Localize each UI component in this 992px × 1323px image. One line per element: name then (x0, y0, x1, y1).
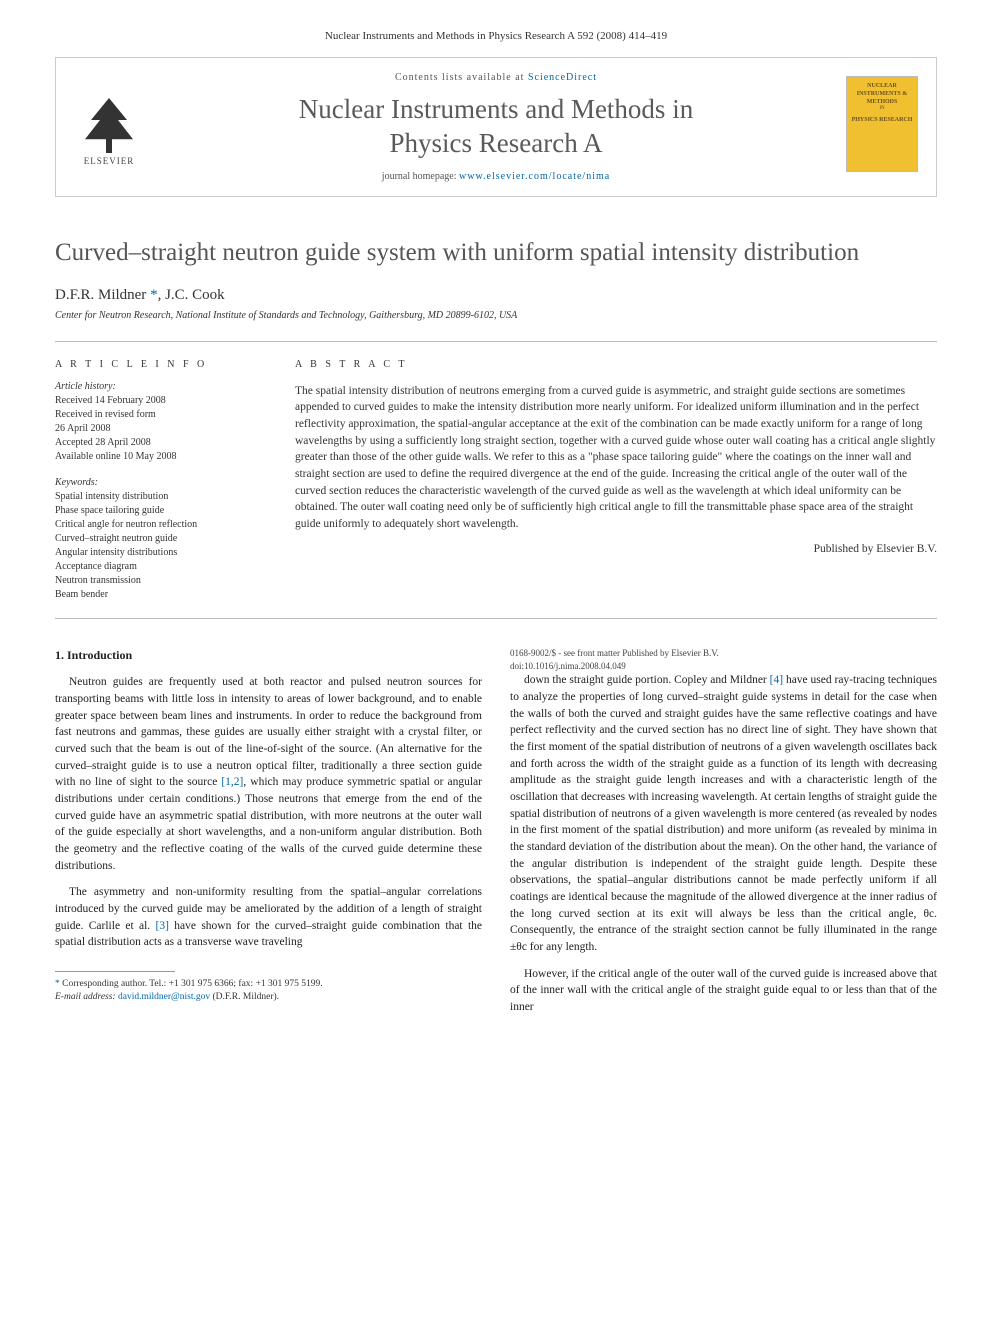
cover-line2: IN (851, 106, 913, 113)
cover-line1: NUCLEAR INSTRUMENTS & METHODS (851, 83, 913, 106)
journal-title-line2: Physics Research A (390, 128, 603, 158)
homepage-prefix: journal homepage: (382, 171, 459, 182)
authors: D.F.R. Mildner *, J.C. Cook (55, 287, 937, 304)
abstract-block: A B S T R A C T The spatial intensity di… (295, 358, 937, 602)
body-text: have used ray-tracing techniques to anal… (510, 674, 937, 953)
published-by: Published by Elsevier B.V. (295, 541, 937, 558)
keyword: Curved–straight neutron guide (55, 532, 265, 546)
article-info-block: A R T I C L E I N F O Article history: R… (55, 358, 265, 602)
journal-cover-thumbnail: NUCLEAR INSTRUMENTS & METHODS IN PHYSICS… (846, 76, 918, 172)
body-text: Neutron guides are frequently used at bo… (55, 676, 482, 788)
history-label: Article history: (55, 380, 265, 394)
email-label: E-mail address: (55, 992, 118, 1002)
keyword: Critical angle for neutron reflection (55, 518, 265, 532)
body-paragraph: The asymmetry and non-uniformity resulti… (55, 884, 482, 951)
keyword: Spatial intensity distribution (55, 490, 265, 504)
revised-line1: Received in revised form (55, 408, 265, 422)
received-date: Received 14 February 2008 (55, 394, 265, 408)
corresponding-author-note: * Corresponding author. Tel.: +1 301 975… (55, 978, 482, 991)
body-paragraph: Neutron guides are frequently used at bo… (55, 674, 482, 874)
journal-title-line1: Nuclear Instruments and Methods in (299, 94, 693, 124)
article-info-heading: A R T I C L E I N F O (55, 358, 265, 372)
body-text: , which may produce symmetric spatial or… (55, 776, 482, 871)
article-body: 1. Introduction Neutron guides are frequ… (55, 647, 937, 1021)
sciencedirect-link[interactable]: ScienceDirect (528, 72, 597, 83)
contents-prefix: Contents lists available at (395, 72, 528, 83)
reference-link[interactable]: [3] (156, 920, 169, 932)
doi-line: doi:10.1016/j.nima.2008.04.049 (510, 660, 937, 673)
running-header: Nuclear Instruments and Methods in Physi… (55, 30, 937, 42)
email-link[interactable]: david.mildner@nist.gov (118, 992, 210, 1002)
elsevier-tree-icon (79, 98, 139, 153)
author-list: D.F.R. Mildner *, J.C. Cook (55, 287, 225, 303)
elsevier-logo: ELSEVIER (74, 86, 144, 166)
journal-banner: ELSEVIER Contents lists available at Sci… (55, 57, 937, 197)
section-heading: 1. Introduction (55, 647, 482, 664)
keyword: Acceptance diagram (55, 560, 265, 574)
body-paragraph: However, if the critical angle of the ou… (510, 966, 937, 1016)
cover-line3: PHYSICS RESEARCH (851, 117, 913, 125)
reference-link[interactable]: [4] (770, 674, 783, 686)
elsevier-label: ELSEVIER (84, 156, 135, 166)
email-line: E-mail address: david.mildner@nist.gov (… (55, 991, 482, 1004)
article-title: Curved–straight neutron guide system wit… (55, 237, 937, 270)
email-suffix: (D.F.R. Mildner). (210, 992, 279, 1002)
online-date: Available online 10 May 2008 (55, 450, 265, 464)
affiliation: Center for Neutron Research, National In… (55, 310, 937, 321)
body-text: However, if the critical angle of the ou… (510, 968, 937, 1013)
accepted-date: Accepted 28 April 2008 (55, 436, 265, 450)
body-text: down the straight guide portion. Copley … (524, 674, 770, 686)
body-paragraph: down the straight guide portion. Copley … (510, 672, 937, 955)
reference-link[interactable]: [1,2] (221, 776, 243, 788)
keyword: Phase space tailoring guide (55, 504, 265, 518)
keyword: Angular intensity distributions (55, 546, 265, 560)
article-meta-section: A R T I C L E I N F O Article history: R… (55, 341, 937, 619)
revised-line2: 26 April 2008 (55, 422, 265, 436)
bottom-meta: 0168-9002/$ - see front matter Published… (510, 647, 937, 672)
homepage-link[interactable]: www.elsevier.com/locate/nima (459, 171, 610, 182)
journal-title: Nuclear Instruments and Methods in Physi… (74, 93, 918, 161)
footnotes: * Corresponding author. Tel.: +1 301 975… (55, 978, 482, 1005)
abstract-text: The spatial intensity distribution of ne… (295, 383, 937, 533)
footnote-separator (55, 971, 175, 972)
keywords-label: Keywords: (55, 476, 265, 490)
abstract-heading: A B S T R A C T (295, 358, 937, 373)
keyword: Beam bender (55, 588, 265, 602)
front-matter-line: 0168-9002/$ - see front matter Published… (510, 647, 937, 660)
keyword: Neutron transmission (55, 574, 265, 588)
